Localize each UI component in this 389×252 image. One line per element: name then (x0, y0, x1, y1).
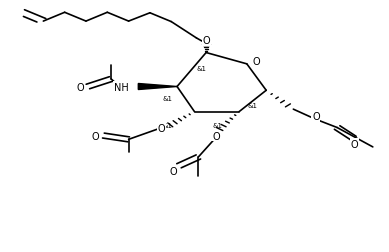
Text: O: O (351, 139, 358, 149)
Text: O: O (76, 82, 84, 92)
Text: &1: &1 (162, 96, 172, 101)
Text: O: O (92, 131, 100, 141)
Text: O: O (212, 131, 220, 141)
Text: NH: NH (114, 82, 129, 92)
Text: &1: &1 (162, 123, 172, 129)
Text: &1: &1 (196, 65, 207, 71)
Polygon shape (138, 84, 177, 90)
Text: O: O (169, 166, 177, 176)
Text: O: O (158, 124, 165, 134)
Text: O: O (312, 111, 320, 121)
Text: O: O (253, 57, 260, 67)
Text: O: O (202, 36, 210, 46)
Text: &1: &1 (213, 123, 223, 129)
Text: &1: &1 (248, 103, 258, 109)
